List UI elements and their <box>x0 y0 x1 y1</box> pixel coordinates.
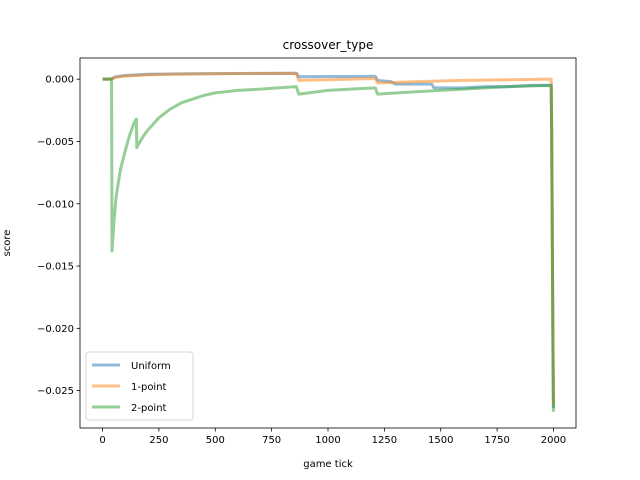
y-tick-label: −0.005 <box>37 137 74 148</box>
x-tick-label: 1500 <box>428 435 453 446</box>
legend: Uniform 1-point 2-point <box>85 351 194 421</box>
chart-title: crossover_type <box>283 38 374 52</box>
legend-box <box>85 351 194 421</box>
y-tick-label: −0.015 <box>37 262 74 273</box>
x-tick-label: 0 <box>99 435 105 446</box>
x-tick-label: 1750 <box>484 435 509 446</box>
x-tick-label: 1250 <box>372 435 397 446</box>
y-axis-label: score <box>2 230 13 257</box>
series-layer <box>102 71 555 412</box>
x-axis-label: game tick <box>303 459 353 470</box>
series-line-3 <box>102 77 555 412</box>
x-tick-label: 750 <box>262 435 281 446</box>
x-tick-label: 2000 <box>541 435 566 446</box>
legend-label: 1-point <box>131 382 167 393</box>
x-tick-label: 1000 <box>315 435 340 446</box>
x-tick-label: 500 <box>206 435 225 446</box>
legend-label: Uniform <box>131 361 171 372</box>
legend-label: 2-point <box>131 403 167 414</box>
y-ticks: 0.000 −0.005 −0.010 −0.015 −0.020 −0.025 <box>37 75 80 397</box>
y-tick-label: −0.010 <box>37 199 74 210</box>
x-tick-label: 250 <box>149 435 168 446</box>
y-tick-label: −0.020 <box>37 324 74 335</box>
x-ticks: 0 250 500 750 1000 1250 1500 1750 2000 <box>99 428 566 446</box>
y-tick-label: 0.000 <box>45 75 74 86</box>
y-tick-label: −0.025 <box>37 386 74 397</box>
